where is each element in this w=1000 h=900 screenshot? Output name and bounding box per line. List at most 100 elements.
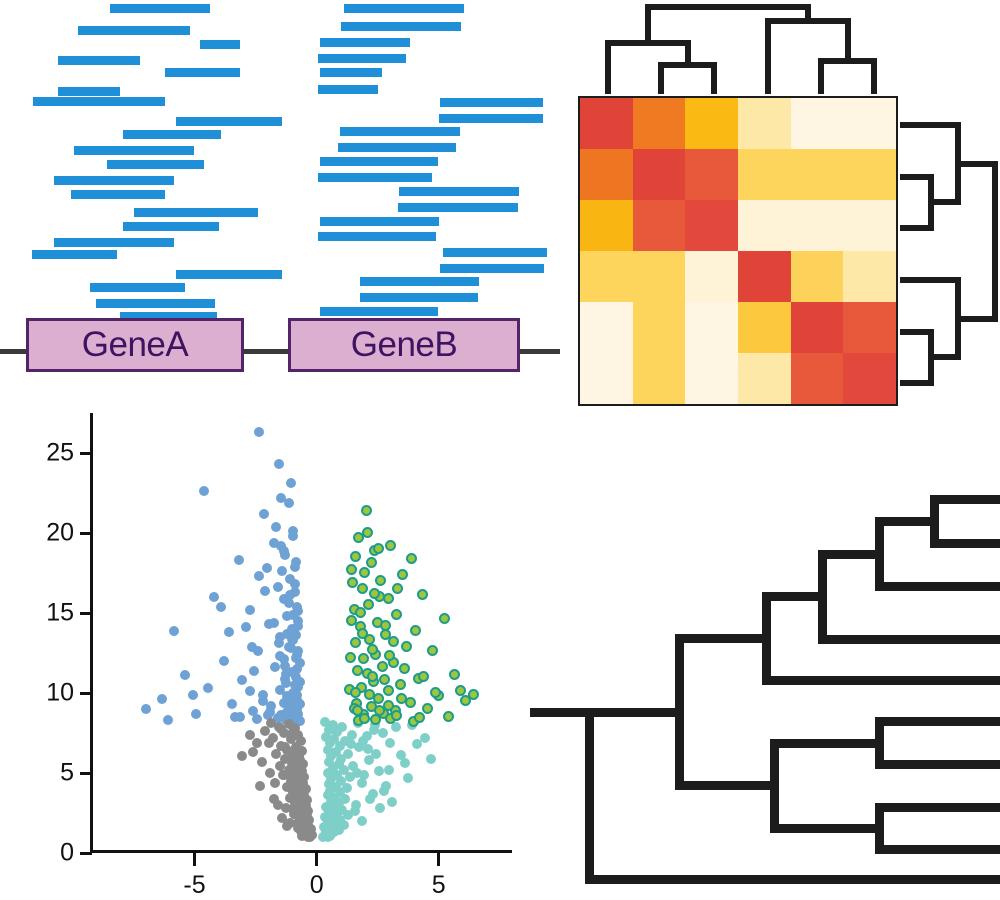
scatter-point <box>279 753 290 764</box>
scatter-point <box>272 582 283 593</box>
read-bar <box>58 87 120 96</box>
tree-branch <box>818 549 875 559</box>
scatter-point <box>288 694 299 705</box>
scatter-point <box>366 643 378 655</box>
scatter-point <box>336 776 347 786</box>
scatter-point <box>275 651 286 662</box>
tree-tip-branch <box>875 760 1000 769</box>
scatter-point <box>350 800 361 810</box>
y-axis-line <box>90 413 93 853</box>
x-tick <box>315 853 319 866</box>
scatter-point <box>290 630 301 641</box>
scatter-point <box>162 715 173 726</box>
scatter-point <box>468 688 480 700</box>
scatter-point <box>292 823 303 834</box>
dendrogram-link <box>900 173 928 180</box>
tree-tip-branch <box>875 717 1000 726</box>
scatter-point <box>271 748 282 759</box>
read-bar <box>123 130 221 139</box>
scatter-point <box>237 675 248 686</box>
scatter-point <box>374 705 386 717</box>
scatter-point <box>293 606 304 617</box>
scatter-point <box>338 764 349 775</box>
gene-backbone-segment <box>242 349 292 354</box>
scatter-point <box>286 710 296 721</box>
tree-tip-branch <box>585 875 1000 884</box>
scatter-point <box>279 660 290 671</box>
scatter-point <box>344 651 356 663</box>
scatter-point <box>202 683 213 694</box>
scatter-point <box>275 760 286 771</box>
heatmap-cell <box>580 98 633 149</box>
scatter-point <box>283 598 294 609</box>
dendrogram-link <box>684 40 691 62</box>
scatter-point <box>372 693 384 705</box>
read-bar <box>90 283 185 292</box>
scatter-point <box>383 764 394 775</box>
scatter-point <box>349 806 360 817</box>
scatter-point <box>322 832 333 842</box>
scatter-point <box>395 750 406 761</box>
scatter-point <box>364 688 376 700</box>
gene-box-b[interactable]: GeneB <box>288 318 520 372</box>
scatter-point <box>272 800 283 810</box>
scatter-point <box>394 679 406 690</box>
scatter-point <box>326 796 337 807</box>
scatter-point <box>325 738 336 749</box>
scatter-point <box>286 643 296 654</box>
scatter-point <box>363 599 375 610</box>
scatter-point <box>287 757 298 768</box>
clustered-heatmap-panel <box>560 0 1000 412</box>
heatmap-cell <box>843 251 896 302</box>
heatmap-cell <box>790 200 844 251</box>
tree-tip-branch <box>762 676 1000 685</box>
scatter-point <box>292 664 303 674</box>
scatter-point <box>322 744 333 755</box>
scatter-point <box>383 650 395 662</box>
scatter-point <box>264 737 275 748</box>
scatter-point <box>375 803 386 814</box>
heatmap-cell <box>685 149 738 200</box>
scatter-point <box>364 755 375 766</box>
scatter-point <box>357 627 369 639</box>
scatter-point <box>255 780 266 791</box>
gene-box-a[interactable]: GeneA <box>26 318 244 372</box>
scatter-point <box>349 637 361 649</box>
scatter-point <box>266 718 277 729</box>
scatter-point <box>276 492 287 503</box>
scatter-point <box>275 632 286 642</box>
scatter-point <box>300 800 311 811</box>
x-tick-label: 5 <box>431 871 446 899</box>
scatter-point <box>353 531 365 543</box>
scatter-point <box>351 768 362 778</box>
read-bar <box>165 68 240 77</box>
scatter-point <box>420 732 431 743</box>
tree-tip-branch <box>875 582 1000 591</box>
scatter-point <box>322 816 333 827</box>
x-tick <box>437 853 441 866</box>
scatter-point <box>347 729 358 740</box>
scatter-point <box>358 736 369 746</box>
scatter-point <box>281 820 292 831</box>
read-bar <box>338 143 456 152</box>
dendrogram-link <box>871 58 878 94</box>
read-bar <box>320 217 439 226</box>
scatter-point <box>188 689 199 700</box>
scatter-point <box>442 711 454 722</box>
read-bar <box>58 56 140 65</box>
scatter-point <box>345 739 356 750</box>
read-alignment-panel: GeneA GeneB <box>0 0 560 400</box>
dendrogram-link <box>928 199 955 206</box>
heatmap-cell <box>632 302 686 353</box>
scatter-point <box>259 508 270 519</box>
scatter-point <box>365 793 376 804</box>
tree-tip-branch <box>875 845 1000 854</box>
scatter-point <box>277 812 288 823</box>
tree-node <box>818 549 827 644</box>
tree-branch <box>875 517 930 526</box>
gene-backbone-segment <box>518 349 560 354</box>
x-tick-label: -5 <box>183 871 206 899</box>
scatter-point <box>356 816 367 826</box>
scatter-point <box>292 689 303 700</box>
scatter-points-layer <box>92 413 512 853</box>
